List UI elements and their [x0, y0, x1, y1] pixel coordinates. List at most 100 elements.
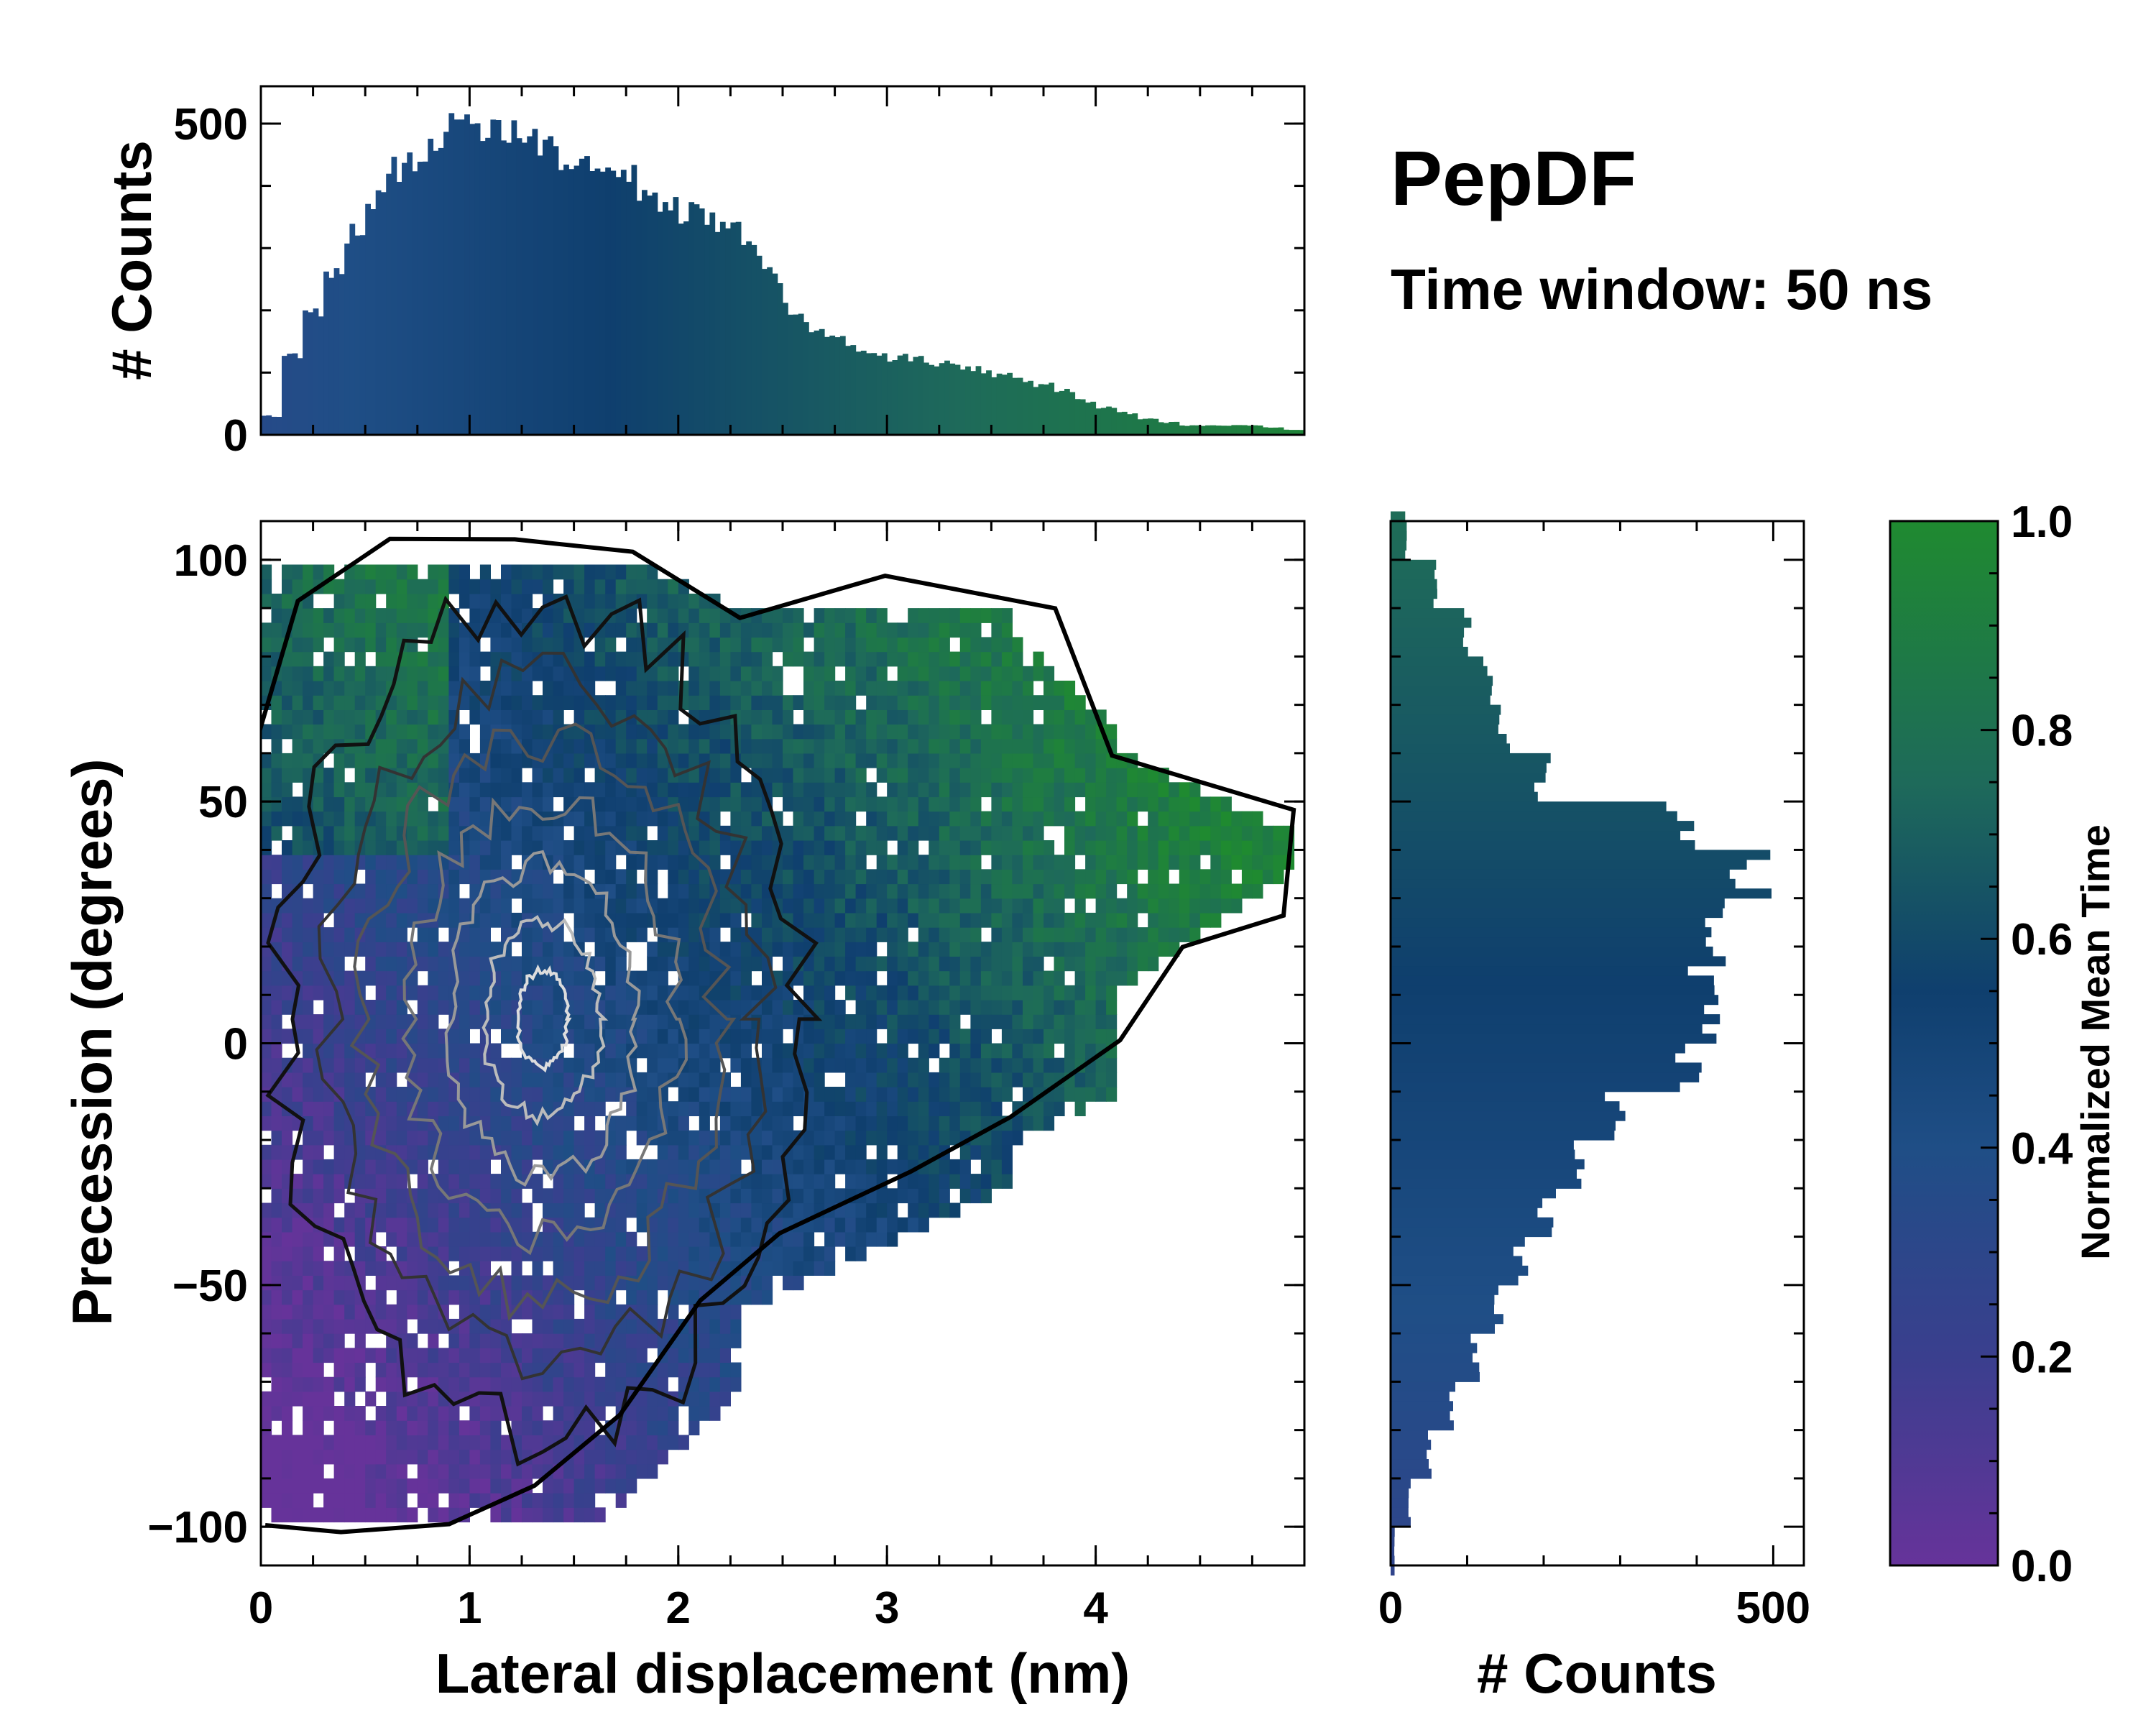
- heat-cell: [605, 724, 617, 740]
- heat-cell: [605, 1362, 617, 1378]
- heat-cell: [594, 1304, 606, 1320]
- heat-cell: [428, 1101, 439, 1116]
- heat-cell: [428, 579, 439, 594]
- heat-cell: [866, 869, 877, 885]
- heat-cell: [1127, 970, 1138, 986]
- heat-cell: [469, 927, 481, 942]
- heat-cell: [438, 651, 449, 667]
- heat-cell: [271, 1072, 282, 1087]
- heat-cell: [688, 985, 700, 1000]
- heat-cell: [448, 666, 460, 681]
- heat-cell: [887, 709, 898, 725]
- heat-cell: [929, 811, 940, 827]
- heat-cell: [793, 651, 804, 667]
- heat-cell: [438, 1463, 449, 1479]
- heat-cell: [876, 1217, 888, 1233]
- heat-cell: [563, 1261, 575, 1276]
- heat-cell: [1241, 855, 1253, 870]
- right-hist-bar: [1391, 898, 1725, 908]
- heat-cell: [594, 1261, 606, 1276]
- heat-cell: [762, 840, 773, 855]
- heat-cell: [323, 1116, 335, 1131]
- heat-cell: [261, 1275, 272, 1291]
- heat-cell: [407, 1435, 418, 1450]
- top-hist-bar: [620, 170, 627, 435]
- heat-cell: [594, 912, 606, 928]
- colorbar-gradient: [1889, 520, 1999, 1567]
- heat-cell: [532, 1435, 543, 1450]
- heat-cell: [814, 985, 825, 1000]
- heat-cell: [344, 825, 356, 841]
- heat-cell: [647, 1304, 658, 1320]
- heat-cell: [647, 564, 658, 580]
- heat-cell: [271, 1478, 282, 1494]
- heat-cell: [636, 1391, 648, 1407]
- heat-cell: [824, 970, 836, 986]
- heat-cell: [699, 840, 710, 855]
- heat-cell: [417, 855, 428, 870]
- heat-cell: [668, 1014, 679, 1029]
- heat-cell: [271, 1318, 282, 1334]
- heat-cell: [626, 1362, 637, 1378]
- heat-cell: [908, 956, 919, 972]
- heat-cell: [532, 564, 543, 580]
- heat-cell: [1116, 898, 1128, 914]
- heat-cell: [365, 564, 377, 580]
- heat-cell: [490, 985, 502, 1000]
- right-hist-bar: [1391, 1323, 1495, 1334]
- heat-cell: [970, 681, 982, 696]
- heat-cell: [939, 681, 950, 696]
- heat-cell: [866, 608, 877, 623]
- heat-cell: [543, 1391, 554, 1407]
- heat-cell: [657, 1057, 668, 1073]
- heat-cell: [1012, 1116, 1023, 1131]
- heat-cell: [313, 724, 324, 740]
- heat-cell: [657, 1376, 668, 1392]
- heat-cell: [459, 927, 470, 942]
- heat-cell: [636, 1116, 648, 1131]
- heat-cell: [970, 637, 982, 653]
- heat-cell: [866, 1043, 877, 1059]
- heat-cell: [313, 681, 324, 696]
- heat-cell: [543, 1246, 554, 1261]
- heat-cell: [897, 985, 908, 1000]
- heat-cell: [929, 666, 940, 681]
- heat-cell: [980, 782, 992, 798]
- heat-cell: [824, 985, 836, 1000]
- heat-cell: [647, 782, 658, 798]
- heat-cell: [970, 753, 982, 768]
- heat-cell: [1179, 840, 1190, 855]
- top-hist-bar: [573, 165, 580, 435]
- heat-cell: [1199, 811, 1211, 827]
- heat-cell: [824, 927, 836, 942]
- heat-cell: [719, 1231, 731, 1247]
- heat-cell: [354, 768, 366, 783]
- top-hist-bar: [631, 165, 637, 435]
- heat-cell: [908, 651, 919, 667]
- heat-cell: [1231, 855, 1243, 870]
- heat-cell: [333, 695, 345, 710]
- heat-cell: [887, 869, 898, 885]
- top-hist-bar: [443, 132, 449, 435]
- heat-cell: [396, 681, 407, 696]
- heat-cell: [1033, 855, 1044, 870]
- top-hist-bar: [303, 310, 308, 435]
- heat-cell: [1210, 898, 1222, 914]
- heat-cell: [303, 1043, 314, 1059]
- heat-cell: [511, 608, 522, 623]
- heat-cell: [438, 1217, 449, 1233]
- heat-cell: [573, 709, 585, 725]
- heat-cell: [292, 1449, 303, 1465]
- heat-cell: [282, 942, 293, 957]
- heat-cell: [824, 883, 836, 899]
- heat-cell: [980, 1159, 992, 1174]
- heat-cell: [939, 1057, 950, 1073]
- heat-cell: [772, 681, 783, 696]
- heat-cell: [573, 608, 585, 623]
- heat-cell: [594, 1507, 606, 1523]
- heat-cell: [1199, 912, 1211, 928]
- heat-cell: [396, 1275, 407, 1291]
- heat-cell: [354, 912, 366, 928]
- heat-cell: [1095, 1029, 1107, 1044]
- heat-cell: [573, 1000, 585, 1015]
